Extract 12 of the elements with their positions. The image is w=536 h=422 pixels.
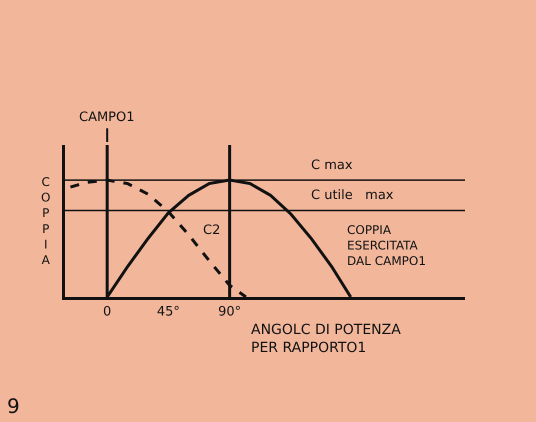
x-tick-label: 0 <box>103 304 112 320</box>
y-axis-title: COPPIA <box>347 223 392 237</box>
ref-line-label: C max <box>311 158 353 173</box>
x-tick-label: 45° <box>156 304 180 320</box>
ref-line-label: C utile max <box>311 188 394 203</box>
text: COPPIA <box>41 175 50 267</box>
text: 9 <box>7 394 20 418</box>
ref-line-label: CAMPO1 <box>79 110 135 125</box>
annotation: C2 <box>203 223 220 238</box>
text: ESERCITATA DAL CAMPO1 <box>347 238 426 268</box>
x-tick-label: 90° <box>218 304 242 320</box>
x-axis-title: ANGOLC DI POTENZA PER RAPPORTO1 <box>251 322 402 356</box>
